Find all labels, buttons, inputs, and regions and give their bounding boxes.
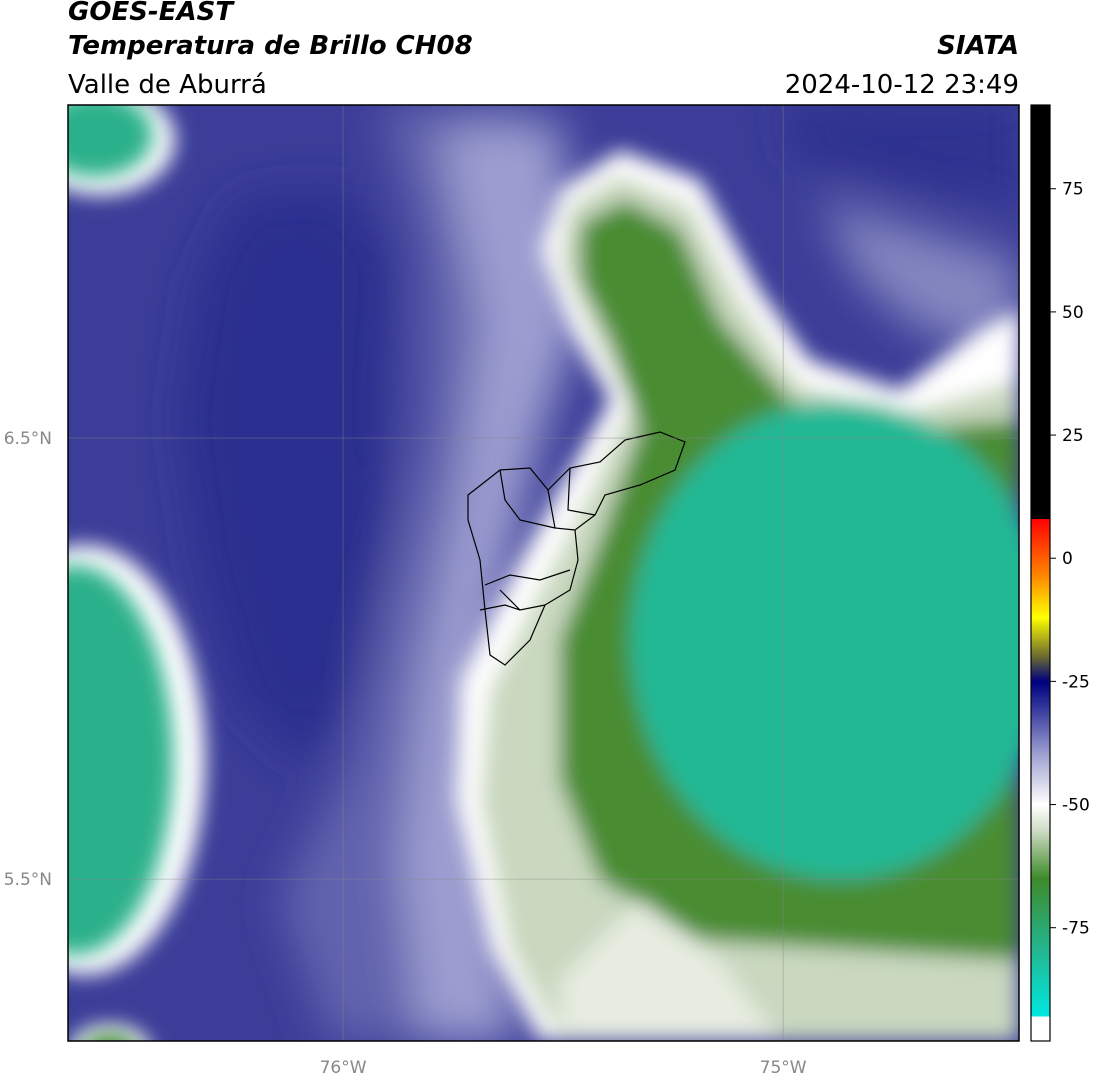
municipal-borders <box>467 431 686 666</box>
colorbar-tick-label: 50 <box>1062 303 1084 323</box>
colorbar-tick-label: -25 <box>1062 672 1090 692</box>
timestamp: 2024-10-12 23:49 <box>785 70 1019 100</box>
subtitle: Temperatura de Brillo CH08 <box>68 31 473 61</box>
colorbar-tick-label: -75 <box>1062 919 1090 939</box>
colorbar-tick-label: -50 <box>1062 796 1090 816</box>
source: SIATA <box>937 31 1019 61</box>
x-tick-label: 75°W <box>760 1058 807 1078</box>
colorbar-tick-label: 75 <box>1062 180 1084 200</box>
map-frame <box>67 104 1020 1042</box>
colorbar-tick-label: 0 <box>1062 549 1073 569</box>
region: Valle de Aburrá <box>68 70 267 100</box>
y-tick-label: 6.5°N <box>4 429 52 449</box>
imagery <box>68 105 1019 1041</box>
x-tick-label: 76°W <box>320 1058 367 1078</box>
colorbar-tick-label: 25 <box>1062 426 1084 446</box>
y-tick-label: 5.5°N <box>4 870 52 890</box>
colorbar <box>1030 104 1051 1042</box>
title: GOES-EAST <box>68 0 235 27</box>
